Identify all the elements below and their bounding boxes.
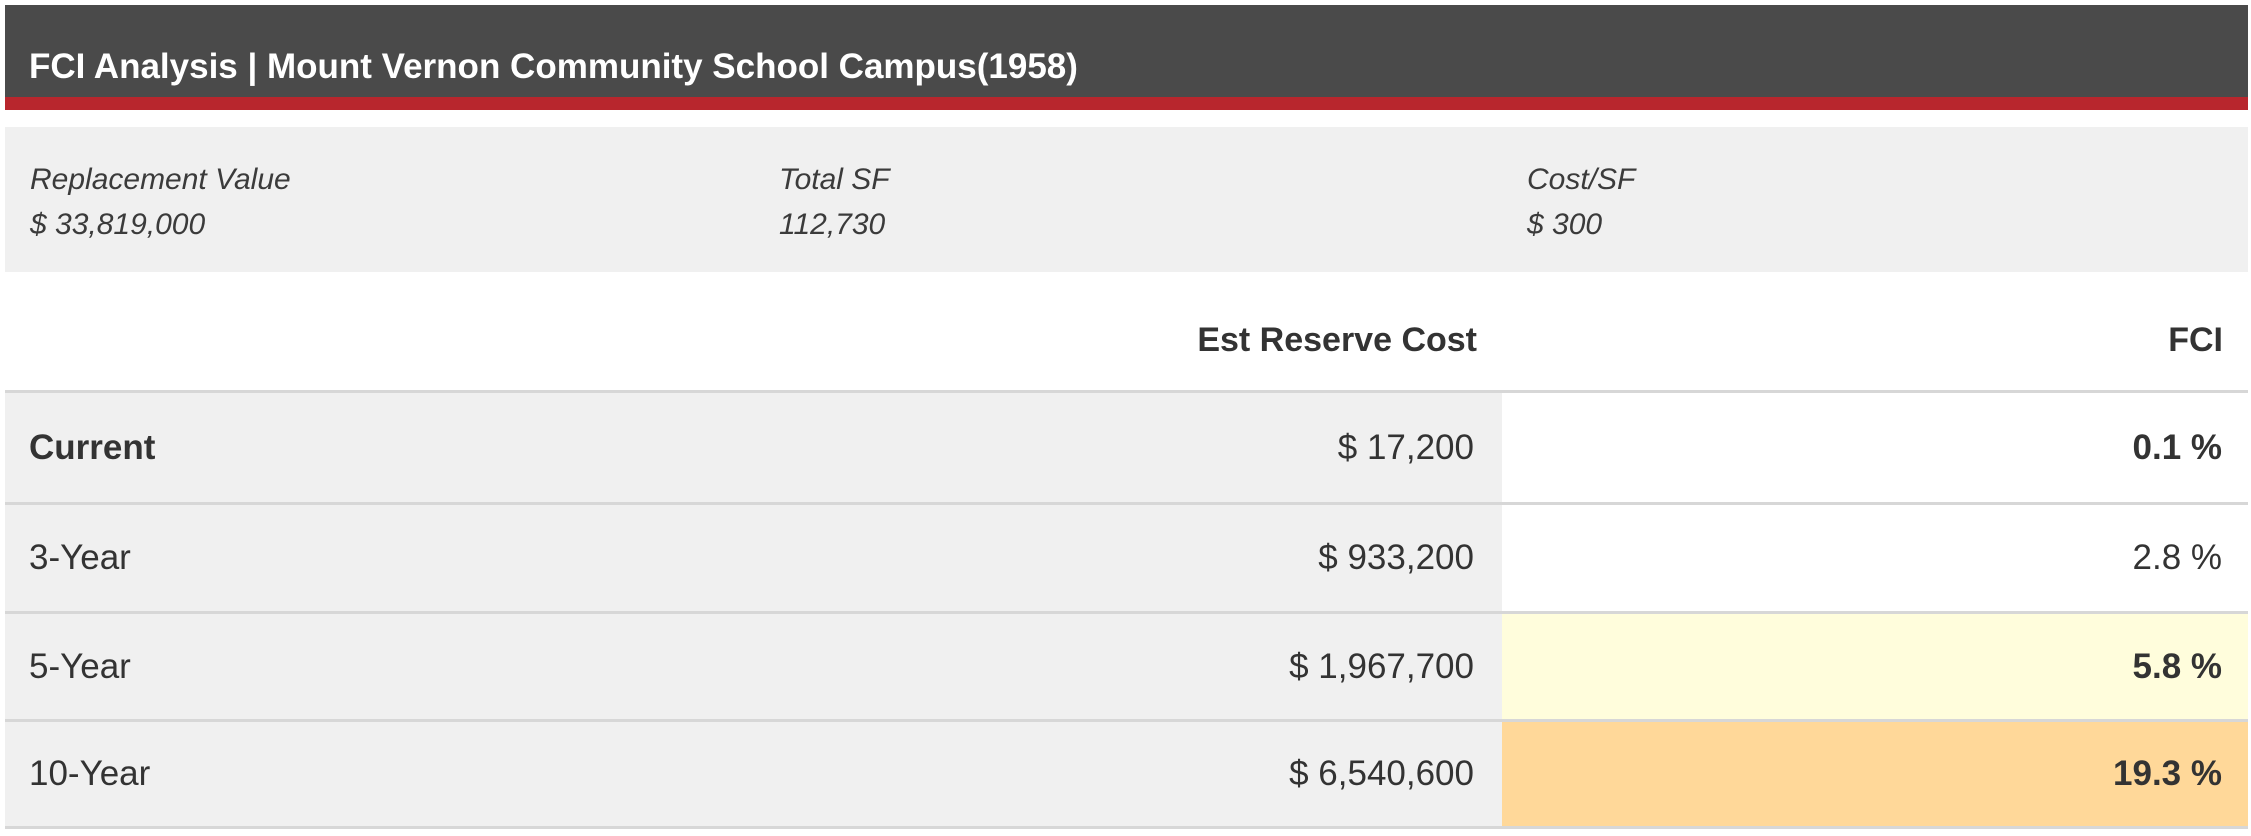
panel-header: FCI Analysis | Mount Vernon Community Sc… bbox=[5, 5, 2248, 110]
row-band bbox=[5, 614, 1502, 719]
row-period: Current bbox=[29, 427, 156, 467]
fci-cell bbox=[1502, 393, 2248, 502]
divider bbox=[5, 390, 2248, 393]
row-cost: $ 17,200 bbox=[1337, 427, 1474, 467]
stat-value: $ 33,819,000 bbox=[30, 208, 206, 241]
table-row: 5-Year $ 1,967,700 5.8 % bbox=[5, 614, 2248, 719]
stat-cost-per-sf: Cost/SF $ 300 bbox=[1527, 157, 1635, 247]
table-row: Current $ 17,200 0.1 % bbox=[5, 393, 2248, 502]
divider bbox=[5, 719, 2248, 722]
row-fci: 2.8 % bbox=[2132, 538, 2223, 577]
divider bbox=[5, 826, 2248, 829]
divider bbox=[5, 502, 2248, 505]
fci-cell bbox=[1502, 505, 2248, 611]
row-band bbox=[5, 393, 1502, 502]
summary-stats: Replacement Value $ 33,819,000 Total SF … bbox=[5, 127, 2248, 272]
panel-title: FCI Analysis | Mount Vernon Community Sc… bbox=[29, 47, 1078, 86]
row-period: 3-Year bbox=[29, 538, 131, 577]
stat-label: Replacement Value bbox=[30, 163, 291, 196]
row-cost: $ 933,200 bbox=[1318, 538, 1474, 577]
table-row: 3-Year $ 933,200 2.8 % bbox=[5, 505, 2248, 611]
row-band bbox=[5, 505, 1502, 611]
row-band bbox=[5, 722, 1502, 826]
row-cost: $ 1,967,700 bbox=[1289, 646, 1474, 686]
column-header-fci: FCI bbox=[2168, 321, 2223, 359]
row-fci: 0.1 % bbox=[2132, 427, 2223, 467]
stat-label: Cost/SF bbox=[1527, 163, 1636, 196]
row-period: 10-Year bbox=[29, 754, 151, 793]
stat-value: $ 300 bbox=[1527, 208, 1603, 241]
fci-cell bbox=[1502, 722, 2248, 826]
column-header-est-reserve-cost: Est Reserve Cost bbox=[1197, 321, 1477, 359]
row-cost: $ 6,540,600 bbox=[1289, 754, 1474, 793]
stat-total-sf: Total SF 112,730 bbox=[779, 157, 890, 247]
stat-replacement-value: Replacement Value $ 33,819,000 bbox=[30, 157, 291, 247]
table-row: 10-Year $ 6,540,600 19.3 % bbox=[5, 722, 2248, 826]
row-period: 5-Year bbox=[29, 646, 131, 686]
stat-value: 112,730 bbox=[779, 208, 886, 241]
row-fci: 19.3 % bbox=[2113, 754, 2222, 793]
stat-label: Total SF bbox=[779, 163, 890, 196]
divider bbox=[5, 611, 2248, 614]
fci-cell bbox=[1502, 614, 2248, 719]
row-fci: 5.8 % bbox=[2132, 646, 2223, 686]
